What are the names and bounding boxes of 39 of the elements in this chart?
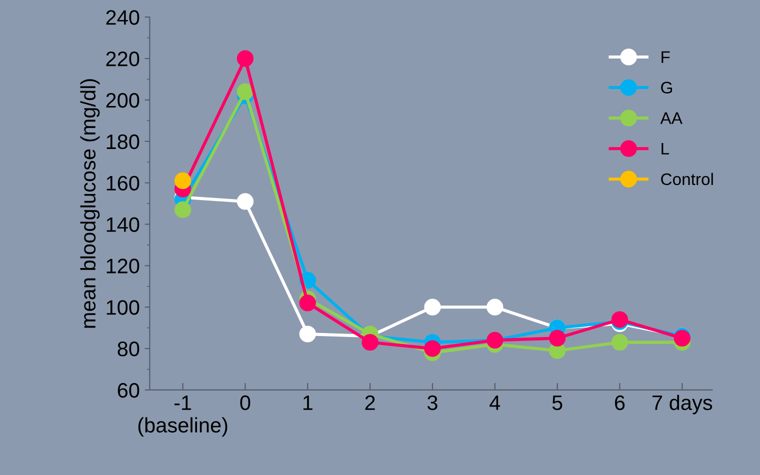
y-tick-label: 220 <box>106 52 140 66</box>
legend-label: G <box>661 82 672 94</box>
y-tick-label: 80 <box>118 342 140 356</box>
x-tick-label: 5 <box>552 396 562 410</box>
point <box>299 326 316 342</box>
legend-label: AA <box>660 112 682 124</box>
y-axis-title: mean bloodglucose (mg/dl) <box>80 79 100 328</box>
y-tick-label: 100 <box>106 300 140 315</box>
point <box>674 330 690 347</box>
y-tick-label: 180 <box>106 134 140 150</box>
y-tick-label: 240 <box>106 10 140 25</box>
y-tick-label: 120 <box>106 258 140 274</box>
x-tick-label: 7 days <box>652 394 712 414</box>
x-tick-label: 4 <box>490 396 500 410</box>
y-tick-label: 200 <box>106 92 140 108</box>
legend-label: F <box>662 51 670 63</box>
point <box>362 334 378 351</box>
x-tick-label: -1 (baseline) <box>138 396 228 437</box>
point <box>486 298 504 316</box>
x-tick-label: 1 <box>303 396 312 410</box>
point <box>174 201 192 218</box>
y-tick-label: 160 <box>106 176 140 191</box>
point <box>236 193 254 210</box>
point <box>424 340 441 357</box>
point <box>174 172 192 190</box>
point <box>299 294 316 312</box>
y-tick-label: 140 <box>106 217 140 232</box>
x-tick-label: 3 <box>427 395 438 410</box>
point <box>611 334 628 351</box>
legend-label: L <box>662 142 669 154</box>
point <box>236 50 254 67</box>
point <box>548 330 566 347</box>
y-tick-label: 60 <box>118 382 140 398</box>
point <box>236 83 254 100</box>
x-tick-label: 0 <box>240 395 250 410</box>
legend-label: Control <box>661 172 713 186</box>
x-tick-label: 2 <box>365 395 375 410</box>
x-tick-label: 6 <box>615 395 625 410</box>
point <box>424 298 441 316</box>
